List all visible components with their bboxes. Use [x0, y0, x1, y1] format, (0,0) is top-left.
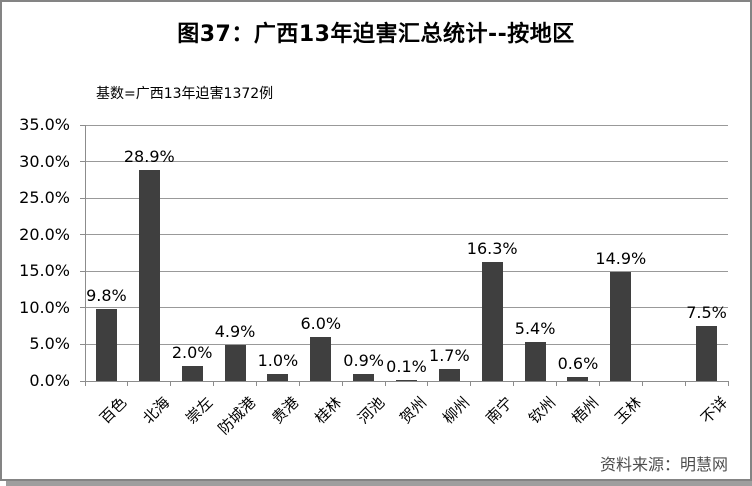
x-axis-label: 防城港 [214, 393, 260, 438]
gridline [85, 197, 728, 199]
bar [95, 309, 117, 381]
x-axis-label: 百色 [96, 393, 131, 428]
x-axis-tick [684, 381, 686, 386]
bar-value-label: 0.1% [386, 357, 427, 377]
y-axis-tick-label: 5.0% [29, 334, 70, 354]
bar-value-label: 9.8% [86, 286, 127, 306]
bar-value-label: 1.7% [429, 345, 470, 365]
bottom-shadow [6, 481, 752, 486]
y-axis-tick [80, 234, 85, 236]
bar-value-label: 7.5% [686, 303, 727, 323]
y-axis-tick [80, 343, 85, 345]
bar [224, 345, 246, 381]
y-axis-tick-label: 35.0% [19, 115, 70, 134]
x-axis-label: 崇左 [182, 393, 217, 428]
x-axis-tick [84, 381, 86, 386]
y-axis-tick-label: 10.0% [19, 297, 70, 317]
x-axis-tick [513, 381, 515, 386]
x-axis-label: 柳州 [439, 393, 474, 428]
bar-value-label: 2.0% [171, 343, 213, 363]
bar [353, 374, 375, 381]
bar-value-label: 28.9% [123, 146, 175, 166]
x-axis-tick [598, 381, 600, 386]
bar-value-label: 6.0% [300, 314, 342, 334]
x-axis-tick [127, 381, 129, 386]
bar [610, 272, 632, 381]
y-axis-tick [80, 161, 85, 163]
x-axis-label: 贵港 [268, 393, 303, 428]
x-axis-tick [556, 381, 558, 386]
x-axis-tick [341, 381, 343, 386]
x-axis-tick [641, 381, 643, 386]
bar [481, 261, 503, 381]
bar-value-label: 4.9% [214, 322, 256, 342]
source-note: 资料来源：明慧网 [599, 455, 728, 474]
bar-value-label: 14.9% [595, 249, 647, 269]
x-axis-tick [170, 381, 172, 386]
gridline [85, 161, 728, 163]
y-axis-tick-label: 15.0% [19, 261, 70, 281]
bar-value-label: 1.0% [257, 350, 299, 370]
x-axis-tick [384, 381, 386, 386]
x-axis-label: 桂林 [310, 393, 345, 428]
bar-value-label: 5.4% [514, 318, 556, 338]
x-axis-label: 玉林 [611, 393, 645, 428]
gridline [85, 343, 728, 345]
y-axis-tick [80, 124, 85, 126]
y-axis-tick-label: 0.0% [29, 371, 70, 390]
x-axis-tick [213, 381, 215, 386]
x-axis-label: 北海 [139, 393, 174, 428]
bar [567, 376, 589, 381]
y-axis-tick-label: 25.0% [19, 188, 70, 208]
x-axis-tick [298, 381, 300, 386]
bar-value-label: 0.6% [557, 353, 599, 373]
bar [696, 326, 718, 381]
y-axis-tick [80, 197, 85, 199]
y-axis-tick [80, 380, 85, 382]
y-axis-line [84, 125, 86, 381]
x-axis-tick [255, 381, 257, 386]
y-axis-tick-label: 30.0% [19, 151, 70, 171]
y-axis-tick [80, 270, 85, 272]
x-axis-label: 河池 [353, 393, 388, 428]
x-axis-label: 钦州 [525, 393, 560, 428]
x-axis-tick [470, 381, 472, 386]
x-axis-label: 贺州 [396, 393, 431, 428]
gridline [85, 307, 728, 309]
x-axis-label: 不详 [696, 393, 731, 428]
y-axis-tick [80, 307, 85, 309]
x-axis-label: 梧州 [568, 393, 603, 428]
gridline [85, 270, 728, 272]
bar [267, 373, 289, 381]
bar [396, 380, 417, 382]
x-axis-label: 南宁 [482, 393, 517, 428]
bar-value-label: 16.3% [466, 238, 518, 258]
y-axis-tick-label: 20.0% [19, 224, 70, 244]
bar [310, 337, 332, 381]
chart-title: 图37：广西13年迫害汇总统计--按地区 [177, 22, 575, 47]
bar [438, 368, 460, 381]
bar [524, 341, 546, 381]
gridline [85, 124, 728, 126]
bar [181, 366, 203, 381]
bar-value-label: 0.9% [343, 351, 384, 371]
x-axis-tick [427, 381, 429, 386]
chart-subtitle: 基数=广西13年迫害1372例 [96, 86, 274, 102]
gridline [85, 234, 728, 236]
x-axis-tick [727, 381, 729, 386]
bar [138, 169, 160, 381]
